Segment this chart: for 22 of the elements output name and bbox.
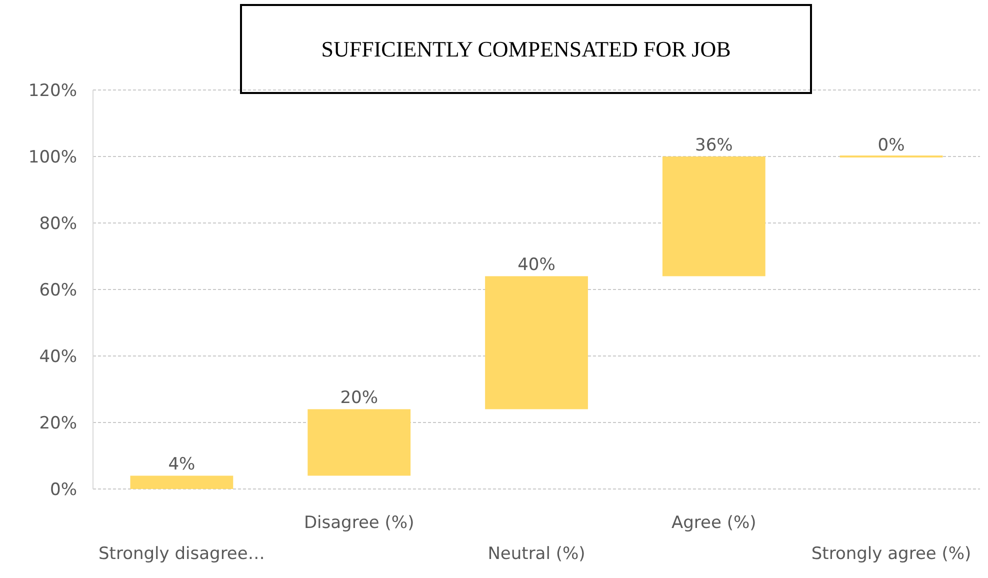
bar <box>308 409 411 476</box>
y-tick-label: 100% <box>28 147 77 168</box>
bar <box>485 276 588 410</box>
data-label: 4% <box>168 454 196 475</box>
y-tick-label: 80% <box>39 214 77 234</box>
y-tick-label: 120% <box>28 80 77 101</box>
data-label: 20% <box>340 388 378 408</box>
x-tick-label: Strongly agree (%) <box>811 544 972 564</box>
data-label: 40% <box>518 255 556 276</box>
data-label: 0% <box>878 136 905 156</box>
y-tick-label: 0% <box>50 480 77 500</box>
y-tick-label: 40% <box>39 346 77 367</box>
y-tick-label: 20% <box>39 413 77 434</box>
x-tick-label: Neutral (%) <box>488 544 586 564</box>
data-label: 36% <box>695 136 733 156</box>
chart-title: SUFFICIENTLY COMPENSATED FOR JOB <box>321 36 731 62</box>
x-tick-label: Strongly disagree… <box>98 544 265 564</box>
x-tick-label: Agree (%) <box>672 513 756 533</box>
y-tick-label: 60% <box>39 280 77 300</box>
bar <box>662 156 766 276</box>
x-tick-label: Disagree (%) <box>304 513 414 533</box>
bar <box>130 476 234 489</box>
